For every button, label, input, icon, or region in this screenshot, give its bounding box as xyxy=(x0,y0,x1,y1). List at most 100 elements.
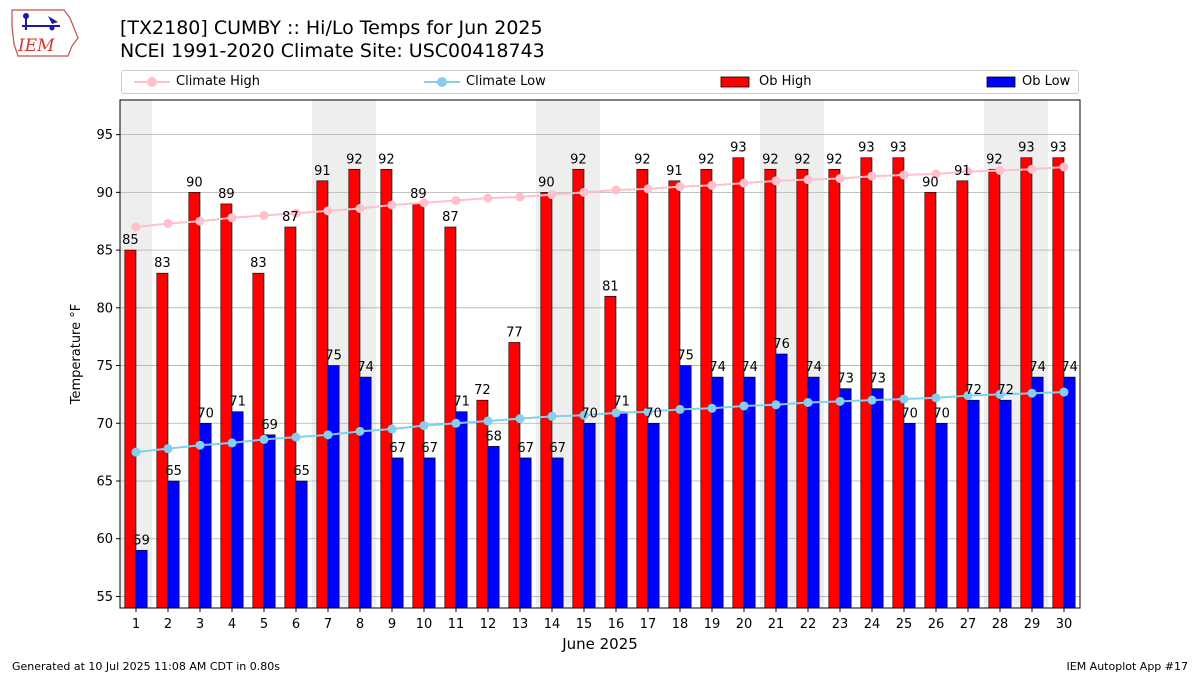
ob-low-bar-day-11 xyxy=(455,411,468,609)
ob-high-bar-day-2 xyxy=(156,272,169,609)
climate-high-point-day-16 xyxy=(611,185,621,195)
x-tick-label: 26 xyxy=(928,617,945,632)
x-tick-label: 16 xyxy=(608,617,625,632)
ob-high-bar-day-18 xyxy=(668,180,681,609)
climate-low-point-day-16 xyxy=(611,408,621,418)
ob-high-value-label: 93 xyxy=(858,141,875,156)
ob-low-value-label: 69 xyxy=(261,418,278,433)
x-tick-label: 25 xyxy=(896,617,913,632)
ob-high-bar-day-7 xyxy=(316,180,329,609)
ob-high-bar-day-25 xyxy=(892,157,905,609)
ob-low-value-label: 59 xyxy=(133,533,150,548)
climate-high-point-day-20 xyxy=(739,178,749,188)
ob-high-bar-day-22 xyxy=(796,168,809,609)
ob-low-bar-day-29 xyxy=(1031,376,1044,609)
climate-low-point-day-3 xyxy=(195,440,205,450)
gridlines xyxy=(120,134,1080,597)
ob-low-bar-day-2 xyxy=(167,480,180,609)
x-tick-label: 27 xyxy=(960,617,977,632)
ob-high-bar-day-17 xyxy=(636,168,649,609)
ob-high-value-label: 83 xyxy=(250,256,267,271)
plot-frame xyxy=(119,99,1081,609)
ob-low-value-label: 70 xyxy=(581,406,598,421)
iem-logo: IEM xyxy=(11,9,79,57)
y-tick-label: 90 xyxy=(96,186,113,201)
climate-high-point-day-27 xyxy=(963,167,973,177)
climate-high-point-day-18 xyxy=(675,182,685,192)
x-tick-label: 21 xyxy=(768,617,785,632)
x-tick-label: 24 xyxy=(864,617,881,632)
ob-high-bar-day-11 xyxy=(444,226,457,609)
ob-high-bar-day-9 xyxy=(380,168,393,609)
x-tick-label: 15 xyxy=(576,617,593,632)
climate-low-point-day-17 xyxy=(643,407,653,417)
ob-high-value-label: 91 xyxy=(314,164,331,179)
ob-low-bar-day-21 xyxy=(775,353,788,609)
ob-low-value-label: 68 xyxy=(485,429,502,444)
ob-high-value-label: 72 xyxy=(474,383,491,398)
ob-high-value-label: 93 xyxy=(730,141,747,156)
climate-low-point-day-18 xyxy=(675,404,685,414)
x-tick-label: 8 xyxy=(356,617,364,632)
ob-low-bar-day-27 xyxy=(967,399,980,609)
ob-high-value-label: 92 xyxy=(986,152,1003,167)
legend-label-climate-high: Climate High xyxy=(176,74,261,89)
climate-high-point-day-26 xyxy=(931,169,941,179)
climate-high-point-day-13 xyxy=(515,192,525,202)
ob-low-bar-day-7 xyxy=(327,365,340,609)
ob-low-bar-day-3 xyxy=(199,422,212,609)
ob-low-bar-day-18 xyxy=(679,365,692,609)
ob-high-value-label: 89 xyxy=(410,187,427,202)
climate-low-point-day-20 xyxy=(739,401,749,411)
climate-high-point-day-4 xyxy=(227,213,237,223)
ob-high-value-label: 85 xyxy=(122,233,139,248)
y-tick-label: 65 xyxy=(96,475,113,490)
ob-high-bar-day-23 xyxy=(828,168,841,609)
ob-low-value-label: 74 xyxy=(1029,360,1046,375)
x-tick-label: 11 xyxy=(448,617,465,632)
ob-low-bar-day-20 xyxy=(743,376,756,609)
ob-high-bar-day-10 xyxy=(412,203,425,609)
ob-high-value-label: 92 xyxy=(346,152,363,167)
climate-high-point-day-8 xyxy=(355,204,365,214)
ob-low-bar-day-26 xyxy=(935,422,948,609)
climate-high-point-day-9 xyxy=(387,200,397,210)
x-tick-label: 28 xyxy=(992,617,1009,632)
ob-low-bar-day-13 xyxy=(519,457,532,609)
ob-low-value-label: 70 xyxy=(933,406,950,421)
climate-high-point-day-28 xyxy=(995,165,1005,175)
climate-low-point-day-10 xyxy=(419,421,429,431)
ob-high-bar-day-19 xyxy=(700,168,713,609)
climate-low-point-day-19 xyxy=(707,403,717,413)
ob-low-bar-day-28 xyxy=(999,399,1012,609)
ob-low-bar-day-30 xyxy=(1063,376,1076,609)
ob-low-value-label: 76 xyxy=(773,337,790,352)
ob-low-value-label: 74 xyxy=(741,360,758,375)
x-tick-label: 14 xyxy=(544,617,561,632)
ob-high-value-label: 92 xyxy=(826,152,843,167)
ob-high-value-label: 91 xyxy=(954,164,971,179)
y-tick-label: 80 xyxy=(96,301,113,316)
y-tick-label: 55 xyxy=(96,590,113,605)
climate-high-point-day-2 xyxy=(163,219,173,229)
climate-low-point-day-21 xyxy=(771,400,781,410)
x-tick-label: 17 xyxy=(640,617,657,632)
climate-high-point-day-19 xyxy=(707,180,717,190)
ob-low-bar-day-5 xyxy=(263,434,276,609)
x-tick-label: 2 xyxy=(164,617,172,632)
ob-high-value-label: 90 xyxy=(186,175,203,190)
ob-low-value-label: 72 xyxy=(965,383,982,398)
ob-high-value-label: 89 xyxy=(218,187,235,202)
climate-low-point-day-28 xyxy=(995,389,1005,399)
ob-high-bar-day-29 xyxy=(1020,157,1033,609)
ob-low-bar-day-6 xyxy=(295,480,308,609)
ob-low-value-label: 70 xyxy=(645,406,662,421)
legend: Climate High Climate Low Ob High Ob Low xyxy=(121,70,1079,94)
ob-high-bar-day-8 xyxy=(348,168,361,609)
ob-low-bar-day-24 xyxy=(871,388,884,609)
ob-low-value-label: 67 xyxy=(517,441,534,456)
ob-low-value-label: 73 xyxy=(869,372,886,387)
ob-low-value-label: 71 xyxy=(613,395,630,410)
